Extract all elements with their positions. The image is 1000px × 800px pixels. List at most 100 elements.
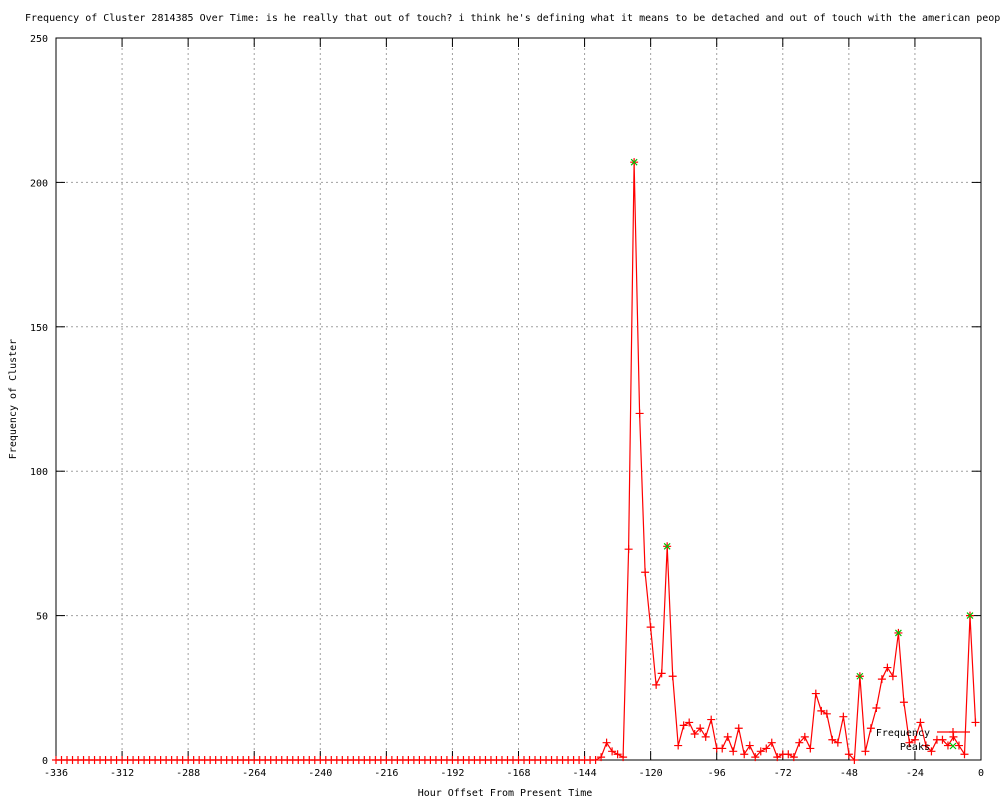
frequency-point xyxy=(652,680,661,689)
x-tick-label: -48 xyxy=(840,768,858,779)
frequency-point xyxy=(762,744,771,753)
x-axis-label: Hour Offset From Present Time xyxy=(418,788,593,799)
frequency-point xyxy=(740,750,749,759)
ticks: -336 -312 -288 -264 -240 -216 -192 -168 -144 -120… xyxy=(30,34,984,779)
x-tick-label: -288 xyxy=(176,768,200,779)
y-tick-label: 250 xyxy=(30,34,48,45)
frequency-point xyxy=(938,735,947,744)
frequency-point xyxy=(872,704,881,713)
frequency-point xyxy=(850,756,859,764)
x-tick-label: -96 xyxy=(708,768,726,779)
frequency-point xyxy=(690,730,699,739)
x-tick-label: -240 xyxy=(308,768,332,779)
series-layer xyxy=(52,158,980,764)
frequency-point xyxy=(806,744,815,753)
frequency-point xyxy=(888,672,897,681)
frequency-point xyxy=(817,706,826,715)
x-tick-label: -312 xyxy=(110,768,134,779)
frequency-point xyxy=(883,663,892,672)
peak-point xyxy=(894,629,902,637)
peak-point xyxy=(663,542,671,550)
frequency-point xyxy=(613,750,622,759)
frequency-point xyxy=(795,738,804,747)
frequency-point xyxy=(943,741,952,750)
frequency-point xyxy=(696,724,705,733)
frequency-point xyxy=(707,715,716,724)
frequency-point xyxy=(839,712,848,721)
x-tick-label: -168 xyxy=(506,768,530,779)
frequency-point xyxy=(899,698,908,707)
grid xyxy=(56,38,981,760)
x-tick-label: -216 xyxy=(374,768,398,779)
y-tick-label: 100 xyxy=(30,467,48,478)
frequency-point xyxy=(910,735,919,744)
frequency-point xyxy=(971,718,980,727)
frequency-point xyxy=(619,753,628,762)
frequency-point xyxy=(657,669,666,678)
peak-point xyxy=(856,672,864,680)
frequency-point xyxy=(767,738,776,747)
frequency-point xyxy=(773,753,782,762)
frequency-point xyxy=(844,750,853,759)
frequency-point xyxy=(756,747,765,756)
x-tick-label: -336 xyxy=(44,768,68,779)
frequency-point xyxy=(734,724,743,733)
frequency-point xyxy=(905,738,914,747)
legend-marker-peaks xyxy=(949,742,957,750)
frequency-point xyxy=(591,756,600,764)
frequency-point xyxy=(602,738,611,747)
frequency-point xyxy=(646,623,655,632)
y-tick-label: 150 xyxy=(30,323,48,334)
frequency-point xyxy=(751,753,760,762)
frequency-point xyxy=(822,709,831,718)
frequency-point xyxy=(828,735,837,744)
frequency-point xyxy=(635,409,644,418)
frequency-point xyxy=(718,744,727,753)
frequency-point xyxy=(954,741,963,750)
frequency-point xyxy=(861,747,870,756)
legend-label-frequency: Frequency xyxy=(876,728,930,739)
frequency-point xyxy=(679,721,688,730)
legend: Frequency Peaks xyxy=(876,728,970,753)
frequency-point xyxy=(674,741,683,750)
y-tick-label: 0 xyxy=(42,756,48,767)
y-axis-label: Frequency of Cluster xyxy=(8,339,19,459)
x-tick-label: -24 xyxy=(906,768,924,779)
frequency-point xyxy=(877,675,886,684)
peak-point xyxy=(630,158,638,166)
frequency-point xyxy=(916,718,925,727)
frequency-point xyxy=(927,747,936,756)
peak-point xyxy=(966,612,974,620)
frequency-point xyxy=(811,689,820,698)
legend-marker-frequency xyxy=(949,728,957,736)
frequency-point xyxy=(597,753,606,762)
x-tick-label: -120 xyxy=(639,768,663,779)
frequency-point xyxy=(729,747,738,756)
frequency-point xyxy=(789,753,798,762)
x-tick-label: -144 xyxy=(573,768,597,779)
frequency-point xyxy=(960,750,969,759)
x-tick-label: 0 xyxy=(978,768,984,779)
frequency-point xyxy=(784,750,793,759)
frequency-point xyxy=(685,718,694,727)
frequency-point xyxy=(624,545,633,554)
y-tick-label: 50 xyxy=(36,612,48,623)
x-tick-label: -72 xyxy=(774,768,792,779)
chart-title: Frequency of Cluster 2814385 Over Time: … xyxy=(25,13,1000,24)
x-tick-label: -264 xyxy=(242,768,266,779)
frequency-point xyxy=(866,724,875,733)
x-tick-label: -192 xyxy=(440,768,464,779)
y-tick-label: 200 xyxy=(30,178,48,189)
frequency-point xyxy=(701,732,710,741)
frequency-point xyxy=(833,738,842,747)
frequency-point xyxy=(921,741,930,750)
frequency-point xyxy=(668,672,677,681)
legend-label-peaks: Peaks xyxy=(900,742,930,753)
frequency-point xyxy=(608,747,617,756)
frequency-point xyxy=(745,741,754,750)
frequency-line xyxy=(56,162,977,762)
frequency-point xyxy=(800,732,809,741)
frequency-point xyxy=(723,732,732,741)
